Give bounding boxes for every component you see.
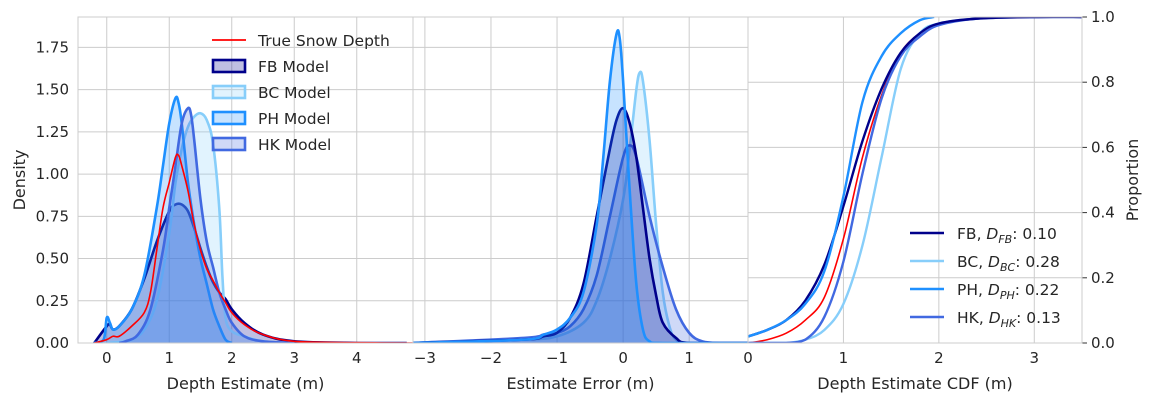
legend-model: FB <box>957 225 977 243</box>
y-tick-label: 1.0 <box>1091 8 1115 26</box>
line-bc-model <box>413 70 748 343</box>
legend-density: True Snow Depth FB Model BC Model PH Model H… <box>211 32 390 154</box>
legend-value: 0.28 <box>1025 253 1060 271</box>
legend-colon: : <box>1015 253 1025 271</box>
x-tick-label: 1 <box>164 349 174 367</box>
legend-subscript: PH <box>1000 289 1015 302</box>
legend-model: PH <box>957 281 978 299</box>
panel-3: 0 1 2 3 0.0 0.2 0.4 0.6 0.8 1.0 Depth Estimate CDF… <box>743 8 1115 393</box>
area-fb-model <box>94 203 407 343</box>
legend-colon: : <box>1016 309 1026 327</box>
legend-swatch-patch <box>211 84 247 100</box>
legend-label: FB, DFB: 0.10 <box>957 225 1057 246</box>
y-tick-label: 0.8 <box>1091 73 1115 91</box>
legend-stat-symbol: D <box>989 309 1001 327</box>
area-hk-model <box>119 107 295 343</box>
y-tick-label: 0.6 <box>1091 138 1115 156</box>
y-axis-label-right: Proportion <box>1123 139 1142 222</box>
y-tick-label: 1.00 <box>36 165 69 183</box>
legend-sep: , <box>979 309 989 327</box>
legend-value: 0.13 <box>1026 309 1061 327</box>
legend-model: BC <box>957 253 978 271</box>
legend-label: PH Model <box>258 110 330 128</box>
legend-label: BC Model <box>258 84 331 102</box>
legend-model: HK <box>957 309 980 327</box>
legend-sep: , <box>977 225 987 243</box>
panel-1: 0 1 2 3 4 0.00 0.25 0.50 0.75 1.00 1.25 1.50 1.75 Dep… <box>36 16 414 393</box>
line-ph-model <box>748 17 935 338</box>
line-hk-model <box>118 106 295 343</box>
panel-2: −3 −2 −1 0 1 Estimate Error (m) <box>412 16 749 393</box>
series-group <box>93 95 413 343</box>
legend-label: FB Model <box>258 58 329 76</box>
x-tick-label: 0 <box>618 349 628 367</box>
x-tick-label: 2 <box>227 349 237 367</box>
x-tick-label: 4 <box>352 349 362 367</box>
line-ph-model <box>413 29 748 343</box>
legend-label: BC, DBC: 0.28 <box>957 253 1060 274</box>
x-axis-label: Depth Estimate CDF (m) <box>817 374 1012 393</box>
legend-colon: : <box>1012 225 1022 243</box>
x-axis-label: Estimate Error (m) <box>507 374 655 393</box>
x-tick-label: 2 <box>934 349 944 367</box>
line-fb-model <box>413 106 748 343</box>
y-tick-label: 1.25 <box>36 123 69 141</box>
x-tick-label: 1 <box>839 349 849 367</box>
line-bc-model <box>106 111 295 343</box>
x-tick-label: −2 <box>480 349 502 367</box>
legend-subscript: FB <box>998 233 1012 246</box>
y-tick-label: 0.0 <box>1091 334 1115 352</box>
x-tick-label: 0 <box>102 349 112 367</box>
y-tick-label: 0.25 <box>36 292 69 310</box>
x-tick-label: 3 <box>289 349 299 367</box>
area-bc-model <box>106 113 295 343</box>
y-tick-label: 1.75 <box>36 38 69 56</box>
legend-label: True Snow Depth <box>257 32 390 50</box>
x-tick-label: 1 <box>684 349 694 367</box>
legend-stat-symbol: D <box>988 281 1000 299</box>
area-hk-model <box>413 145 748 343</box>
legend-stat-symbol: D <box>986 225 998 243</box>
axes-frame <box>747 16 1083 344</box>
legend-swatch-patch <box>211 110 247 126</box>
legend-stat-symbol: D <box>988 253 1000 271</box>
x-tick-label: 0 <box>743 349 753 367</box>
x-tick-label: 3 <box>1030 349 1040 367</box>
x-axis-label: Depth Estimate (m) <box>167 374 325 393</box>
legend-sep: , <box>978 253 988 271</box>
y-tick-label: 0.75 <box>36 207 69 225</box>
legend-sep: , <box>978 281 988 299</box>
y-tick-label: 0.2 <box>1091 269 1115 287</box>
legend-label: HK Model <box>258 136 331 154</box>
legend-label: HK, DHK: 0.13 <box>957 309 1061 330</box>
legend-swatch-patch <box>211 58 247 74</box>
legend-value: 0.10 <box>1022 225 1057 243</box>
y-tick-label: 0.50 <box>36 250 69 268</box>
legend-swatch-patch <box>211 136 247 152</box>
y-tick-label: 1.50 <box>36 81 69 99</box>
legend-subscript: BC <box>1000 261 1016 274</box>
line-ph-model <box>93 95 233 343</box>
legend-value: 0.22 <box>1025 281 1060 299</box>
x-tick-label: −3 <box>414 349 436 367</box>
series-group <box>413 29 748 343</box>
line-true-snow-depth <box>94 153 413 343</box>
legend-subscript: HK <box>1001 317 1017 330</box>
x-tick-label: −1 <box>546 349 568 367</box>
y-tick-label: 0.00 <box>36 334 69 352</box>
area-ph-model <box>94 96 232 343</box>
y-axis-label: Density <box>10 150 29 211</box>
legend-colon: : <box>1015 281 1025 299</box>
y-tick-label: 0.4 <box>1091 204 1115 222</box>
legend-label: PH, DPH: 0.22 <box>957 281 1059 302</box>
